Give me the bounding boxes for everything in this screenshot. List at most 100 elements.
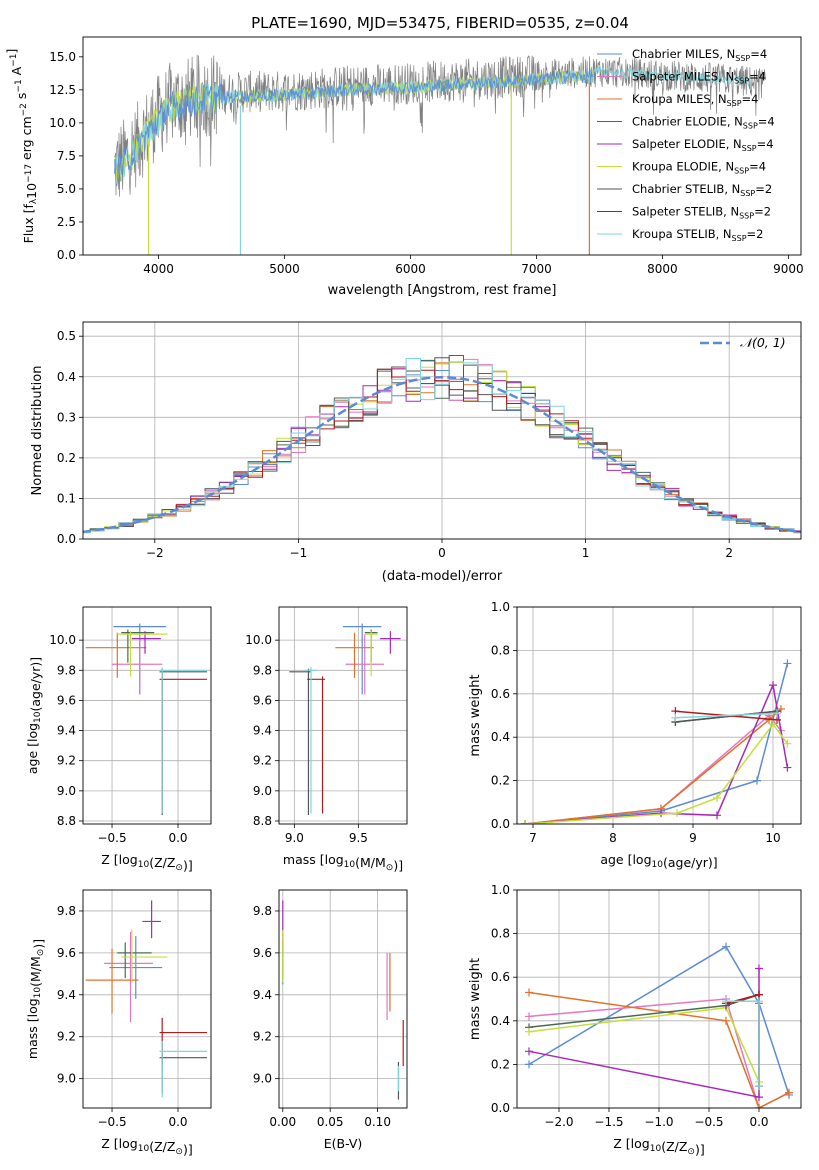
errorbar-point [380,631,401,654]
histogram-step [83,362,801,534]
y-tick-label: 9.0 [253,1072,272,1086]
gaussian-curve [83,375,801,534]
series-marker [525,1012,533,1021]
y-axis-label: mass [log10(M/M⊙)] [25,939,46,1059]
plot-area [85,623,208,815]
y-tick-label: 2.5 [57,215,76,229]
weight-series [521,711,785,824]
weight-series [521,720,792,824]
y-tick-label: 9.2 [57,754,76,768]
series-marker [769,720,777,729]
y-tick-label: 10.0 [49,633,76,647]
legend-entry: Chabrier STELIB, NSSP=2 [632,182,772,198]
series-marker [783,739,792,748]
y-tick-label: 0.2 [491,774,510,788]
y-tick-label: 9.2 [253,1030,272,1044]
axes-frame [82,36,802,256]
errorbar-point [131,631,161,654]
legend-entry: Kroupa MILES, NSSP=4 [632,92,758,108]
legend-entry: Chabrier MILES, NSSP=4 [632,47,767,63]
y-tick-label: 0.1 [57,491,76,505]
x-tick-label: 7 [529,831,537,845]
axes-frame [82,321,802,540]
plot-area [525,942,793,1108]
weight-series [671,709,781,722]
plot-area [282,900,404,1100]
x-tick-label: −1.5 [594,1115,623,1129]
errorbar-point [121,929,168,983]
series-marker [755,1082,763,1091]
plot-area [289,623,401,815]
x-axis-label: age [log10(age/yr)] [600,852,717,870]
y-tick-label: 12.5 [49,83,76,97]
series-line [524,682,789,824]
x-tick-label: 4000 [143,262,174,276]
y-tick-label: 9.8 [57,904,76,918]
series-marker [657,809,665,818]
errorbar-point [117,942,152,979]
x-tick-label: −2 [146,546,164,560]
series-marker [525,988,533,997]
axes-frame [516,606,802,825]
x-tick-label: 9000 [773,262,804,276]
errorbar-point [159,1040,208,1094]
y-tick-label: 9.4 [57,724,76,738]
x-axis-label: wavelength [Angstrom, rest frame] [328,283,557,298]
x-tick-label: 8000 [647,262,678,276]
series-line [528,1006,760,1083]
errorbar-point [159,1017,208,1064]
legend-entry: Kroupa STELIB, NSSP=2 [632,227,763,243]
x-axis-label: (data-model)/error [382,569,503,584]
y-tick-label: 0.6 [491,687,510,701]
x-tick-label: −1 [290,546,308,560]
model-spectrum [114,69,594,187]
legend-entry: 𝒩(0, 1) [740,335,786,350]
series-marker [753,776,761,785]
y-tick-label: 9.2 [57,1030,76,1044]
x-tick-label: −2.0 [544,1115,573,1129]
y-tick-label: 0.8 [491,927,510,941]
z-mass-panel: −0.5 0.0 9.0 9.2 9.4 9.6 9.8 Z [log10(Z/Z⊙)] mas… [25,889,212,1157]
y-tick-label: 9.6 [253,693,272,707]
x-tick-label: 0 [438,546,446,560]
series-line [524,714,782,824]
y-tick-label: 9.4 [253,988,272,1002]
series-marker [525,1047,533,1056]
y-tick-label: 7.5 [57,149,76,163]
y-tick-label: 9.0 [57,1072,76,1086]
errorbar-point [335,632,374,678]
plot-area [114,54,766,255]
y-tick-label: 9.8 [57,663,76,677]
mass-age-panel: 9.0 9.5 8.8 9.0 9.2 9.4 9.6 9.8 10.0 mass [log10(… [245,606,408,873]
series-marker [722,1016,730,1025]
y-tick-label: 9.4 [253,724,272,738]
series-marker [783,659,792,668]
series-marker [755,964,763,973]
legend-entry: Salpeter STELIB, NSSP=2 [632,205,771,221]
x-tick-label: −0.5 [694,1115,723,1129]
errorbar-point [159,676,208,814]
series-line [675,710,778,723]
y-tick-label: 0.2 [491,1057,510,1071]
series-marker [755,997,763,1006]
figure-title: PLATE=1690, MJD=53475, FIBERID=0535, z=0… [251,14,629,32]
weight-series [525,988,793,1108]
errorbar-point [112,634,163,695]
x-tick-label: 9.5 [349,831,368,845]
legend-entry: Salpeter MILES, NSSP=4 [632,70,766,86]
series-marker [713,811,721,820]
series-line [528,968,760,1099]
y-tick-label: 0.0 [57,532,76,546]
errorbar-point [85,948,139,1014]
y-tick-label: 1.0 [491,600,510,614]
y-tick-label: 0.4 [57,370,76,384]
spectrum-panel: 4000 5000 6000 7000 8000 9000 0.0 2.5 5.0 7.5 10.0… [4,36,804,298]
weight-series [722,997,763,1091]
y-tick-label: 0.6 [491,970,510,984]
y-tick-label: 0.0 [491,817,510,831]
y-tick-label: 1.0 [491,883,510,897]
y-tick-label: 15.0 [49,50,76,64]
axes-frame [278,889,408,1109]
y-tick-label: 0.0 [57,248,76,262]
